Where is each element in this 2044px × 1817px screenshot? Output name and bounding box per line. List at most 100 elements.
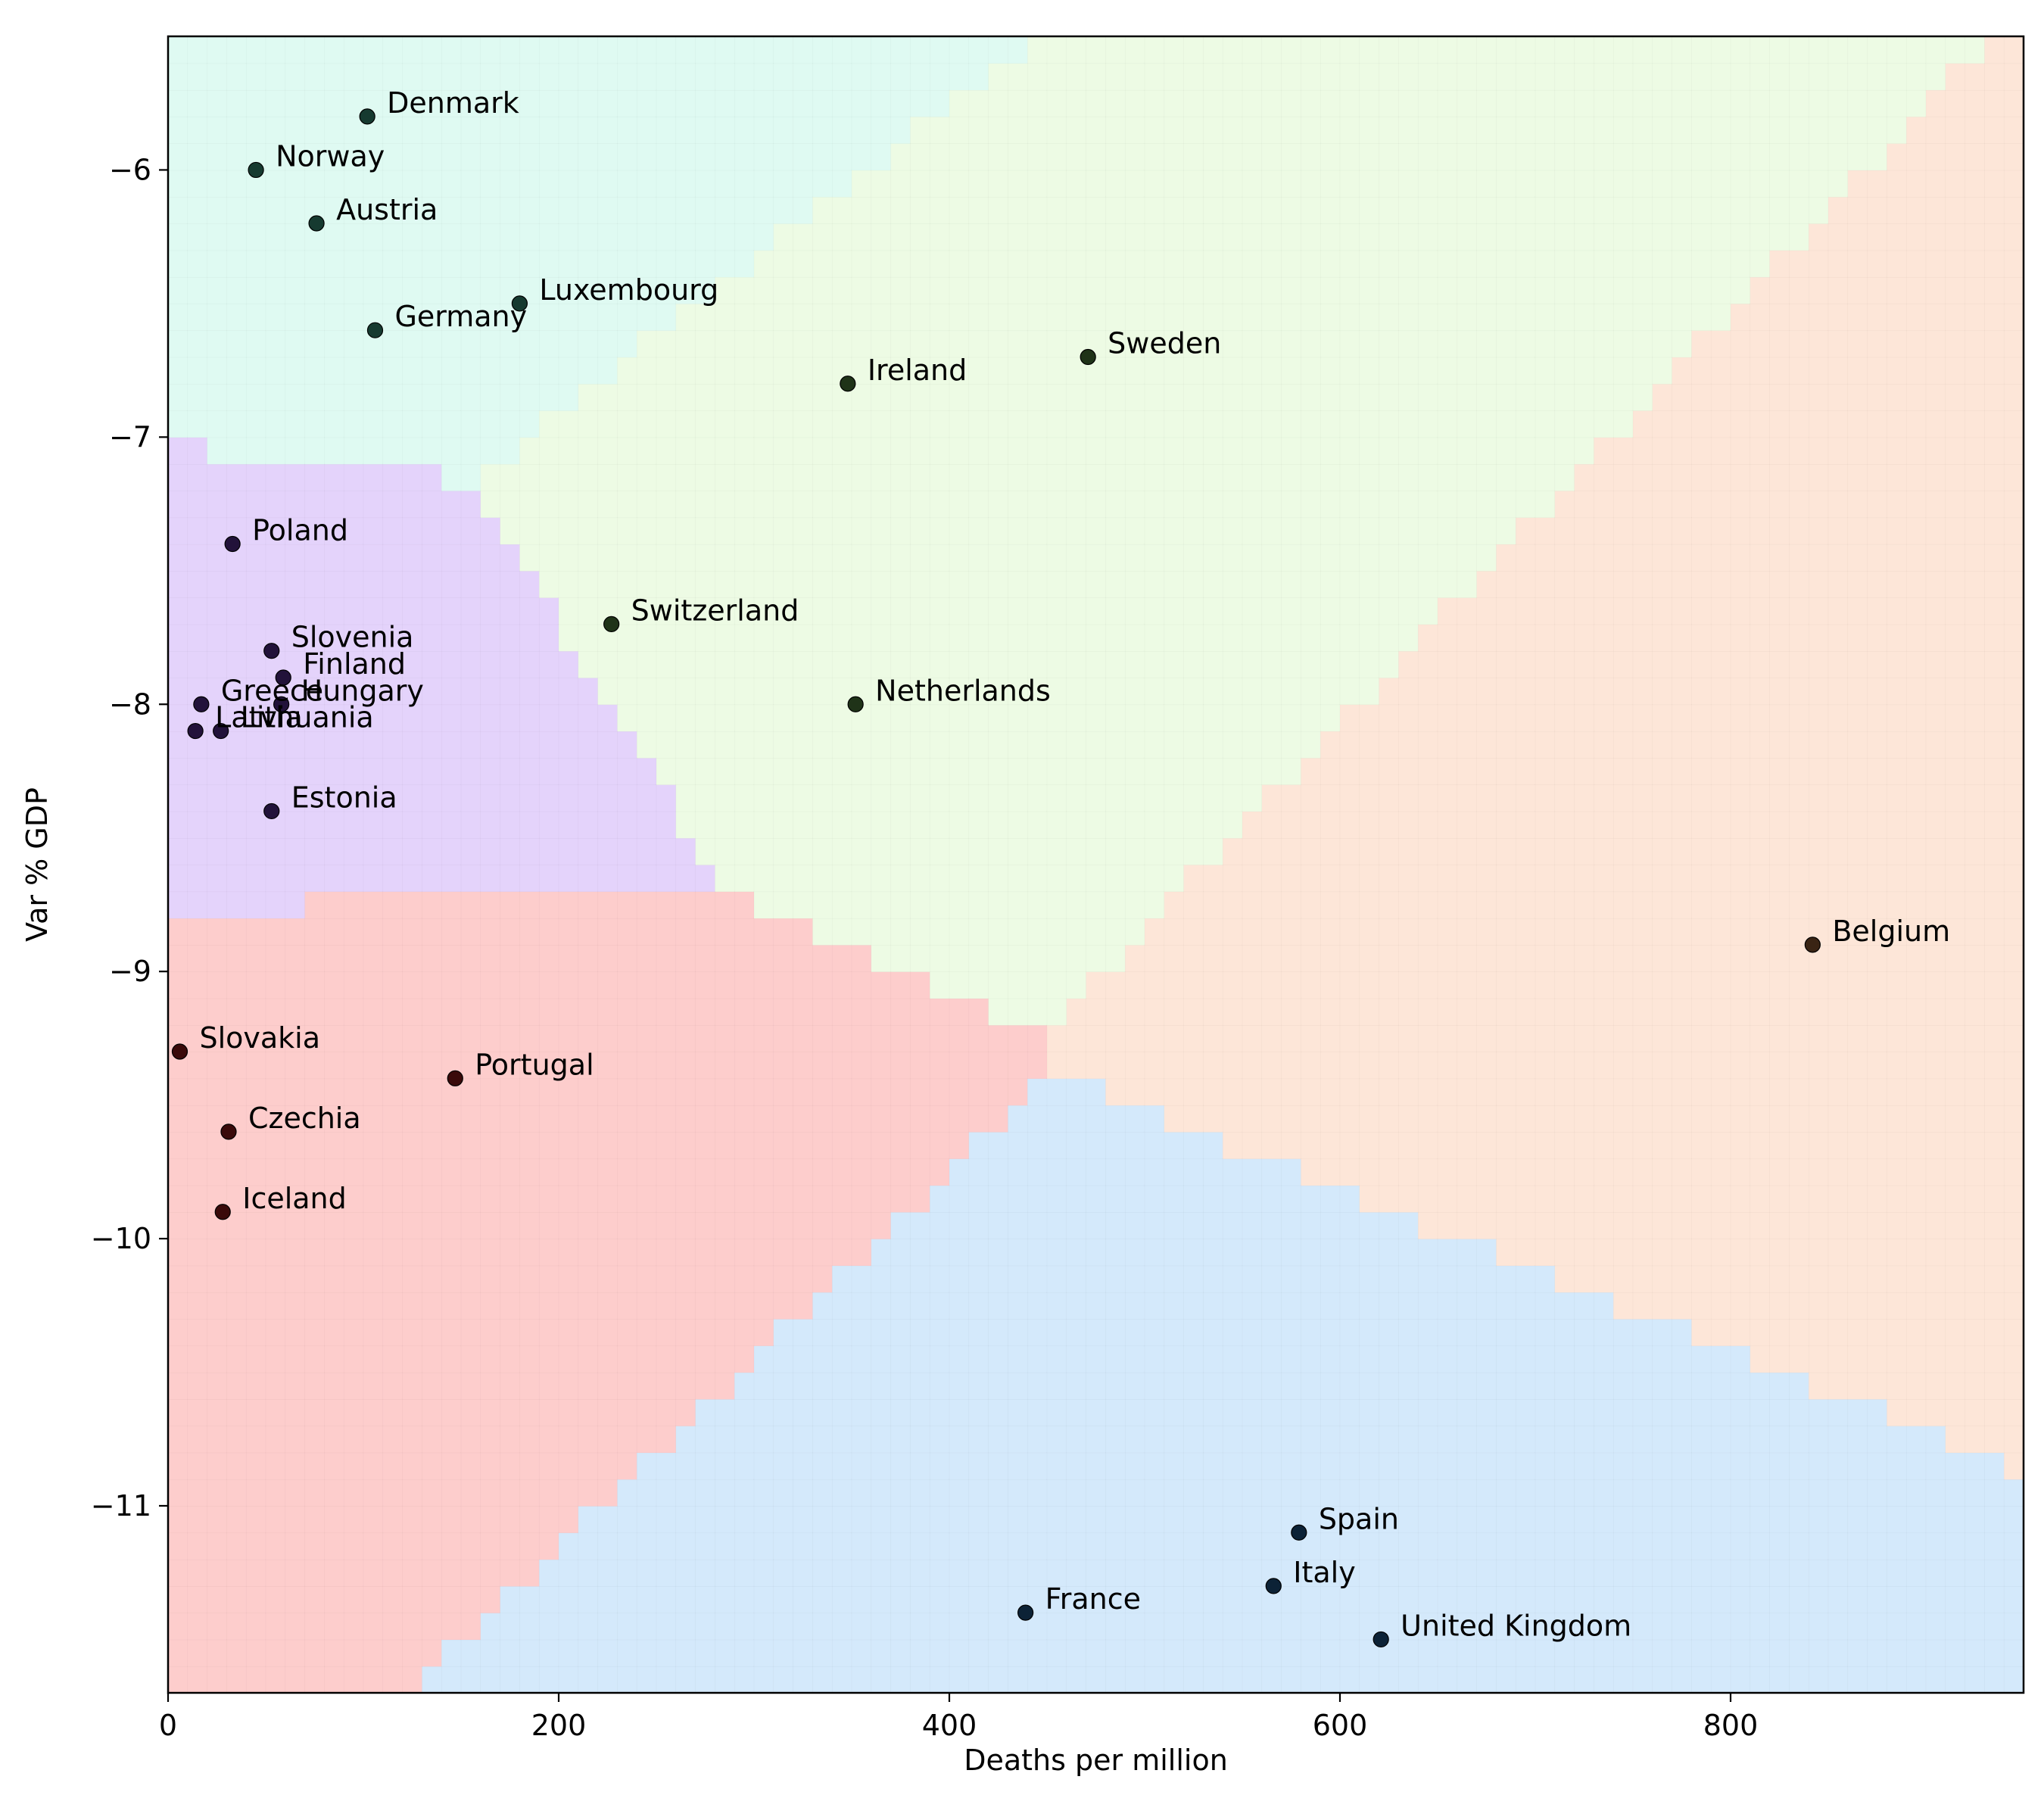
region-cell <box>1476 677 1497 706</box>
region-cell <box>441 1639 462 1667</box>
region-cell <box>1008 223 1029 251</box>
region-cell <box>1476 223 1497 251</box>
region-cell <box>1417 1532 1438 1560</box>
region-cell <box>968 116 989 145</box>
region-cell <box>187 1425 208 1454</box>
region-cell <box>1124 998 1145 1026</box>
region-cell <box>793 1345 814 1373</box>
region-cell <box>851 1345 872 1373</box>
region-cell <box>324 463 345 491</box>
region-cell <box>1339 570 1360 598</box>
region-cell <box>656 837 677 865</box>
region-cell <box>1652 597 1673 625</box>
region-cell <box>1203 223 1224 251</box>
region-cell <box>422 811 443 839</box>
region-cell <box>753 864 774 893</box>
region-cell <box>304 544 326 572</box>
region-cell <box>167 544 189 572</box>
region-cell <box>831 196 852 224</box>
region-cell <box>519 410 541 438</box>
region-cell <box>1339 624 1360 652</box>
region-cell <box>538 624 559 652</box>
region-cell <box>1105 1666 1126 1694</box>
region-cell <box>226 1158 248 1186</box>
region-cell <box>715 1372 736 1400</box>
region-cell <box>1457 1238 1478 1267</box>
region-cell <box>1301 1131 1322 1160</box>
region-cell <box>695 1398 716 1426</box>
region-cell <box>910 1211 931 1239</box>
region-cell <box>890 490 911 519</box>
region-cell <box>1554 1078 1575 1106</box>
region-cell <box>988 1559 1009 1587</box>
region-cell <box>890 89 911 117</box>
region-cell <box>831 1024 852 1052</box>
region-cell <box>773 597 794 625</box>
region-cell <box>871 410 892 438</box>
region-cell <box>1203 410 1224 438</box>
region-cell <box>597 1238 618 1267</box>
region-cell <box>753 757 774 785</box>
region-cell <box>597 650 618 678</box>
region-cell <box>285 784 306 812</box>
region-cell <box>422 704 443 732</box>
region-cell <box>1027 1292 1048 1320</box>
region-cell <box>656 490 677 519</box>
region-cell <box>929 1398 950 1426</box>
region-cell <box>460 1318 481 1347</box>
region-cell <box>1281 490 1302 519</box>
region-cell <box>1027 516 1048 545</box>
region-cell <box>1535 1479 1556 1507</box>
region-cell <box>929 1211 950 1239</box>
region-cell <box>1672 1292 1693 1320</box>
region-cell <box>675 1265 696 1293</box>
region-cell <box>1008 1666 1029 1694</box>
region-cell <box>617 891 638 919</box>
region-cell <box>187 63 208 91</box>
region-cell <box>831 624 852 652</box>
region-cell <box>441 570 462 598</box>
region-cell <box>773 864 794 893</box>
region-cell <box>1535 1372 1556 1400</box>
region-cell <box>265 918 286 946</box>
region-cell <box>265 1639 286 1667</box>
region-cell <box>1124 1345 1145 1373</box>
region-cell <box>1301 1425 1322 1454</box>
region-cell <box>460 811 481 839</box>
region-cell <box>695 1131 716 1160</box>
region-cell <box>1183 1612 1204 1641</box>
region-cell <box>949 410 970 438</box>
region-cell <box>578 757 599 785</box>
region-cell <box>734 650 755 678</box>
region-cell <box>1574 1559 1595 1587</box>
region-cell <box>1417 276 1438 304</box>
region-cell <box>871 329 892 358</box>
region-cell <box>968 196 989 224</box>
region-cell <box>1066 196 1087 224</box>
region-cell <box>1008 490 1029 519</box>
region-cell <box>1261 329 1282 358</box>
region-cell <box>1222 570 1243 598</box>
region-cell <box>441 1585 462 1613</box>
region-cell <box>382 250 404 278</box>
region-cell <box>558 864 579 893</box>
region-cell <box>968 1078 989 1106</box>
region-cell <box>1164 1078 1185 1106</box>
region-cell <box>1612 1452 1634 1480</box>
region-cell <box>929 784 950 812</box>
region-cell <box>382 1318 404 1347</box>
region-cell <box>1183 142 1204 171</box>
region-cell <box>187 1345 208 1373</box>
region-cell <box>402 1345 423 1373</box>
region-cell <box>187 437 208 465</box>
region-cell <box>460 998 481 1026</box>
region-cell <box>812 1024 833 1052</box>
region-cell <box>988 1585 1009 1613</box>
region-cell <box>226 1559 248 1587</box>
region-cell <box>695 89 716 117</box>
region-cell <box>480 837 501 865</box>
region-cell <box>1301 463 1322 491</box>
region-cell <box>1594 784 1615 812</box>
region-cell <box>910 1051 931 1080</box>
region-cell <box>656 383 677 411</box>
